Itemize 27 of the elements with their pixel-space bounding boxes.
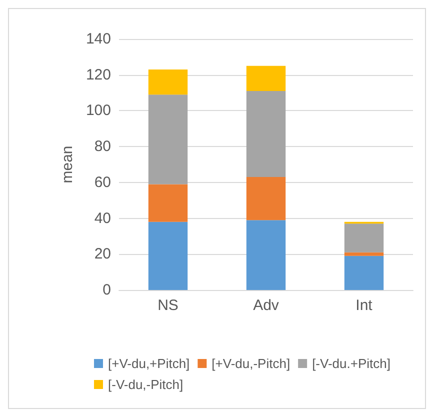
y-tick-label: 40 — [94, 210, 111, 227]
y-tick-label: 140 — [86, 30, 111, 48]
legend-label: [-V-du,-Pitch] — [108, 377, 184, 392]
x-tick-label: Int — [356, 297, 374, 314]
bar — [246, 177, 286, 220]
y-tick-label: 0 — [102, 282, 111, 298]
bar — [148, 222, 188, 290]
bar — [246, 90, 286, 178]
x-tick-label: Adv — [253, 297, 280, 314]
bar — [148, 69, 188, 95]
y-tick-label: 20 — [94, 246, 111, 263]
x-tick-label: NS — [158, 297, 178, 314]
bar — [344, 224, 384, 252]
bar — [246, 66, 286, 91]
bar — [344, 252, 384, 256]
bar — [344, 256, 384, 290]
legend-label: [-V-du.+Pitch] — [312, 356, 390, 371]
y-tick-label: 120 — [86, 66, 111, 84]
bar — [148, 94, 188, 184]
legend-label: [+V-du,+Pitch] — [108, 356, 190, 371]
legend-label: [+V-du,-Pitch] — [212, 356, 290, 371]
bar — [246, 220, 286, 290]
y-tick-label: 100 — [86, 102, 111, 120]
y-axis-title: mean — [59, 146, 76, 184]
y-tick-label: 60 — [94, 174, 111, 191]
bar — [148, 184, 188, 222]
y-tick-label: 80 — [94, 138, 111, 156]
